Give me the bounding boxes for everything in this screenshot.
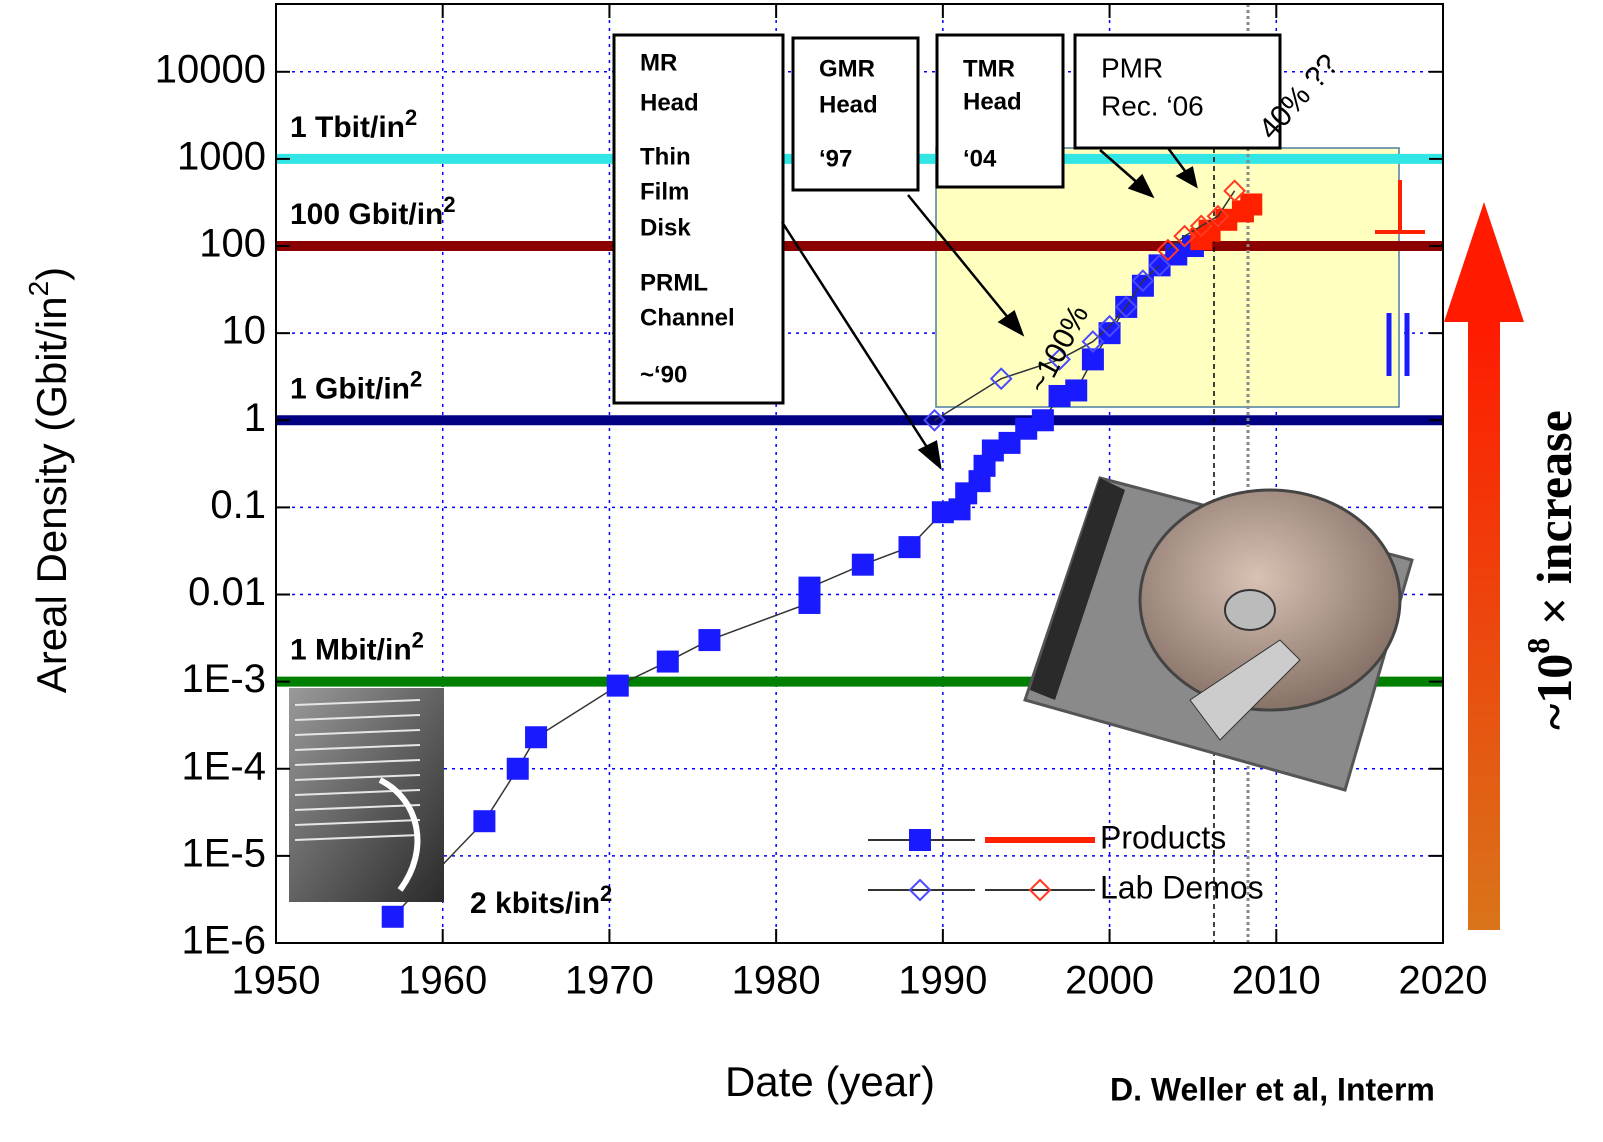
product-point (798, 577, 820, 599)
increase-label-text: ~10 (1526, 654, 1582, 730)
annotation-text: PRML (640, 269, 708, 296)
y-tick-label: 0.01 (188, 570, 266, 614)
increase-label: ~108 × increase (1520, 410, 1582, 730)
x-tick-label: 1990 (898, 959, 987, 1003)
annotation-text: Rec. ‘06 (1101, 90, 1204, 121)
annotation-text: MR (640, 49, 677, 76)
reference-label-sup: 2 (405, 105, 417, 130)
x-tick-label: 2010 (1232, 959, 1321, 1003)
annotation-text: ‘04 (963, 145, 997, 172)
annotation-text: Head (819, 91, 878, 118)
annotation-text: GMR (819, 55, 875, 82)
annotation-text: TMR (963, 55, 1015, 82)
annotation-text: Thin (640, 143, 691, 170)
reference-label-sup: 2 (443, 192, 455, 217)
origin-label-text: 2 kbits/in (470, 887, 600, 920)
y-tick-label: 10 (222, 309, 267, 353)
x-tick-label: 1960 (398, 959, 487, 1003)
product-point (899, 536, 921, 558)
annotation-text: Channel (640, 304, 735, 331)
photo-early-drive (289, 688, 444, 902)
chart: 1 Tbit/in2100 Gbit/in21 Gbit/in21 Mbit/i… (0, 0, 1603, 1142)
annotation-text: ~‘90 (640, 361, 687, 388)
annotation-text: Head (963, 88, 1022, 115)
product-point (507, 758, 529, 780)
y-tick-label: 100 (199, 222, 266, 266)
annotation-text: Film (640, 178, 689, 205)
y-tick-label: 1E-6 (182, 919, 267, 963)
y-tick-label: 10000 (155, 47, 266, 91)
y-axis-label-end: ) (28, 267, 75, 281)
legend-label: Products (1100, 819, 1226, 855)
y-axis-label: Areal Density (Gbit/in2) (23, 267, 75, 693)
product-point (1032, 409, 1054, 431)
reference-label-text: 1 Mbit/in (290, 634, 412, 667)
legend-label: Lab Demos (1100, 869, 1264, 905)
product-point (473, 810, 495, 832)
product-point (607, 675, 629, 697)
product-point (1240, 193, 1262, 215)
reference-label: 100 Gbit/in2 (290, 192, 456, 231)
origin-label: 2 kbits/in2 (470, 881, 612, 920)
y-tick-label: 1E-5 (182, 831, 267, 875)
y-tick-label: 1E-4 (182, 744, 267, 788)
product-point (657, 651, 679, 673)
legend: Products Lab Demos (868, 819, 1264, 905)
x-tick-label: 1950 (232, 959, 321, 1003)
reference-label-sup: 2 (412, 627, 424, 652)
annotation-text: Head (640, 89, 699, 116)
x-axis-label: Date (year) (725, 1058, 935, 1105)
x-tick-label: 1980 (732, 959, 821, 1003)
photo-hard-disk (1025, 478, 1412, 790)
reference-label-text: 100 Gbit/in (290, 198, 443, 231)
annotation-text: PMR (1101, 52, 1163, 83)
x-tick-label: 1970 (565, 959, 654, 1003)
legend-marker (909, 829, 931, 851)
increase-label-end: × increase (1526, 410, 1582, 638)
annotation-text: ‘97 (819, 145, 852, 172)
source: D. Weller et al, Interm (1110, 1071, 1435, 1107)
reference-label-text: 1 Tbit/in (290, 111, 405, 144)
origin-label-sup: 2 (600, 881, 612, 906)
increase-arrow (1444, 202, 1524, 930)
reference-label: 1 Mbit/in2 (290, 627, 424, 666)
y-tick-label: 1000 (177, 134, 266, 178)
product-point (698, 629, 720, 651)
increase-label-sup: 8 (1520, 638, 1556, 654)
reference-label-text: 1 Gbit/in (290, 372, 410, 405)
reference-label: 1 Gbit/in2 (290, 366, 422, 405)
y-axis-label-sup: 2 (23, 281, 54, 297)
product-point (382, 906, 404, 928)
product-point (852, 554, 874, 576)
y-axis-label-text: Areal Density (Gbit/in (28, 296, 75, 693)
x-tick-label: 2020 (1399, 959, 1488, 1003)
y-tick-label: 1E-3 (182, 657, 267, 701)
product-point (525, 726, 547, 748)
x-tick-label: 2000 (1065, 959, 1154, 1003)
reference-label: 1 Tbit/in2 (290, 105, 417, 144)
y-tick-label: 1 (244, 396, 266, 440)
reference-label-sup: 2 (410, 366, 422, 391)
product-point (1065, 379, 1087, 401)
y-tick-label: 0.1 (210, 483, 266, 527)
annotation-text: Disk (640, 214, 691, 241)
